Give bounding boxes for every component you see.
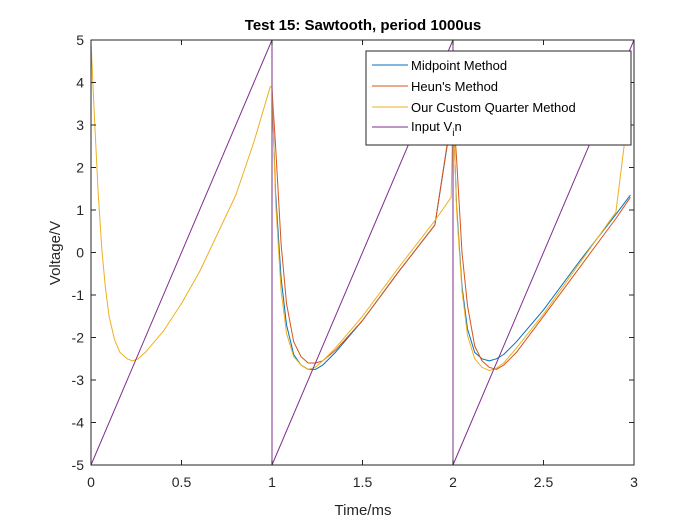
y-tick-label: 2 bbox=[76, 160, 84, 176]
chart-title: Test 15: Sawtooth, period 1000us bbox=[245, 17, 481, 34]
x-tick-label: 3 bbox=[630, 474, 638, 490]
legend-label-input-main: Input V bbox=[411, 119, 453, 134]
y-tick-label: 5 bbox=[76, 32, 84, 48]
axes-box bbox=[90, 39, 635, 466]
y-tick-label: -1 bbox=[72, 287, 85, 303]
x-tick-label: 1 bbox=[268, 474, 276, 490]
x-tick-label: 2 bbox=[449, 474, 457, 490]
ticks-layer: 0 0.5 1 1.5 2 2.5 3 5 4 3 2 1 0 -1 -2 -3 -4 -5 bbox=[72, 32, 639, 490]
y-tick-label: -5 bbox=[72, 457, 85, 473]
legend-box bbox=[365, 50, 632, 146]
y-tick-label: -2 bbox=[72, 330, 85, 346]
y-tick-label: 1 bbox=[76, 202, 84, 218]
y-axis-label: Voltage/V bbox=[47, 221, 64, 285]
x-tick-label: 1.5 bbox=[353, 474, 373, 490]
legend-label-custom-quarter: Our Custom Quarter Method bbox=[411, 100, 576, 115]
legend-label-input-tail: n bbox=[454, 119, 461, 134]
legend: Midpoint Method Heun's Method Our Custom… bbox=[365, 50, 632, 146]
y-tick-label: 4 bbox=[76, 75, 84, 91]
legend-label-heun: Heun's Method bbox=[411, 79, 498, 94]
legend-label-midpoint: Midpoint Method bbox=[411, 58, 507, 73]
y-tick-label: 3 bbox=[76, 117, 84, 133]
legend-label-input-sub: i bbox=[452, 128, 454, 139]
x-axis-label: Time/ms bbox=[335, 502, 392, 519]
legend-label-input: Input Vin bbox=[411, 119, 462, 139]
y-tick-label: -4 bbox=[72, 415, 85, 431]
y-tick-label: -3 bbox=[72, 372, 85, 388]
x-tick-label: 0 bbox=[87, 474, 95, 490]
x-tick-label: 2.5 bbox=[534, 474, 554, 490]
series-line-2 bbox=[90, 42, 631, 372]
x-tick-label: 0.5 bbox=[172, 474, 192, 490]
y-tick-label: 0 bbox=[76, 245, 84, 261]
